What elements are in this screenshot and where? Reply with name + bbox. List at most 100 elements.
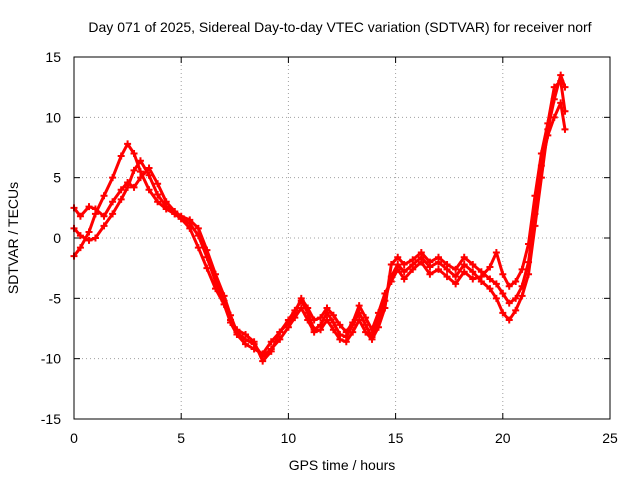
data-point (130, 183, 138, 191)
data-point (349, 328, 357, 336)
series-layer (70, 71, 569, 365)
data-point (130, 150, 138, 158)
data-point (452, 280, 460, 288)
data-point (194, 232, 202, 240)
data-point (460, 253, 468, 261)
data-point (194, 224, 202, 232)
data-point (124, 183, 132, 191)
data-point (259, 357, 267, 365)
data-point (355, 316, 363, 324)
data-point (336, 335, 344, 343)
data-point (336, 321, 344, 329)
data-point (342, 338, 350, 346)
data-point (434, 253, 442, 261)
data-point (162, 203, 170, 211)
data-point (460, 261, 468, 269)
chart-title: Day 071 of 2025, Sidereal Day-to-day VTE… (88, 19, 591, 35)
data-point (409, 256, 417, 264)
data-point (154, 180, 162, 188)
data-point (76, 232, 84, 240)
data-point (117, 195, 125, 203)
data-point (469, 268, 477, 276)
y-tick-label: 5 (53, 170, 61, 186)
data-point (443, 273, 451, 281)
x-tick-label: 10 (281, 430, 297, 446)
data-point (486, 263, 494, 271)
data-point (477, 273, 485, 281)
data-point (304, 304, 312, 312)
data-point (233, 326, 241, 334)
data-point (400, 275, 408, 283)
data-point (91, 234, 99, 242)
data-point (518, 265, 526, 273)
data-point (297, 294, 305, 302)
data-point (317, 326, 325, 334)
data-point (109, 174, 117, 182)
data-point (220, 297, 228, 305)
data-point (329, 318, 337, 326)
data-point (124, 140, 132, 148)
x-axis-label: GPS time / hours (289, 457, 396, 473)
data-point (550, 113, 558, 121)
x-tick-label: 5 (177, 430, 185, 446)
series-line (72, 73, 567, 356)
data-point (452, 265, 460, 273)
series-trace-2 (70, 99, 569, 360)
data-point (381, 290, 389, 298)
y-tick-label: 15 (45, 49, 61, 65)
data-point (136, 157, 144, 165)
data-point (291, 309, 299, 317)
data-point (443, 261, 451, 269)
series-trace-1 (70, 71, 569, 358)
x-tick-label: 0 (70, 430, 78, 446)
data-point (505, 282, 513, 290)
data-point (460, 268, 468, 276)
data-point (512, 306, 520, 314)
data-point (469, 261, 477, 269)
data-point (561, 107, 569, 115)
data-point (492, 280, 500, 288)
data-point (374, 309, 382, 317)
data-point (310, 316, 318, 324)
data-point (550, 83, 558, 91)
data-point (145, 171, 153, 179)
data-point (276, 328, 284, 336)
data-point (400, 261, 408, 269)
data-point (394, 265, 402, 273)
data-point (452, 273, 460, 281)
data-point (242, 331, 250, 339)
y-tick-label: 10 (45, 109, 61, 125)
data-point (394, 253, 402, 261)
data-point (400, 268, 408, 276)
data-point (85, 228, 93, 236)
data-point (212, 277, 220, 285)
data-point (267, 347, 275, 355)
data-point (512, 277, 520, 285)
plot-frame (73, 56, 611, 420)
x-tick-label: 25 (602, 430, 618, 446)
series-trace-3 (70, 77, 569, 365)
data-point (329, 311, 337, 319)
data-point (512, 294, 520, 302)
data-point (284, 318, 292, 326)
data-point (426, 270, 434, 278)
data-point (409, 265, 417, 273)
data-point (194, 244, 202, 252)
data-point (171, 210, 179, 218)
data-point (557, 71, 565, 79)
data-point (85, 236, 93, 244)
data-point (85, 203, 93, 211)
data-point (100, 212, 108, 220)
data-point (374, 323, 382, 331)
data-point (117, 152, 125, 160)
data-point (100, 222, 108, 230)
y-tick-label: -10 (41, 351, 61, 367)
data-point (91, 205, 99, 213)
data-point (323, 316, 331, 324)
data-point (154, 191, 162, 199)
data-point (434, 265, 442, 273)
y-tick-label: 0 (53, 230, 61, 246)
data-point (499, 290, 507, 298)
data-point (304, 316, 312, 324)
